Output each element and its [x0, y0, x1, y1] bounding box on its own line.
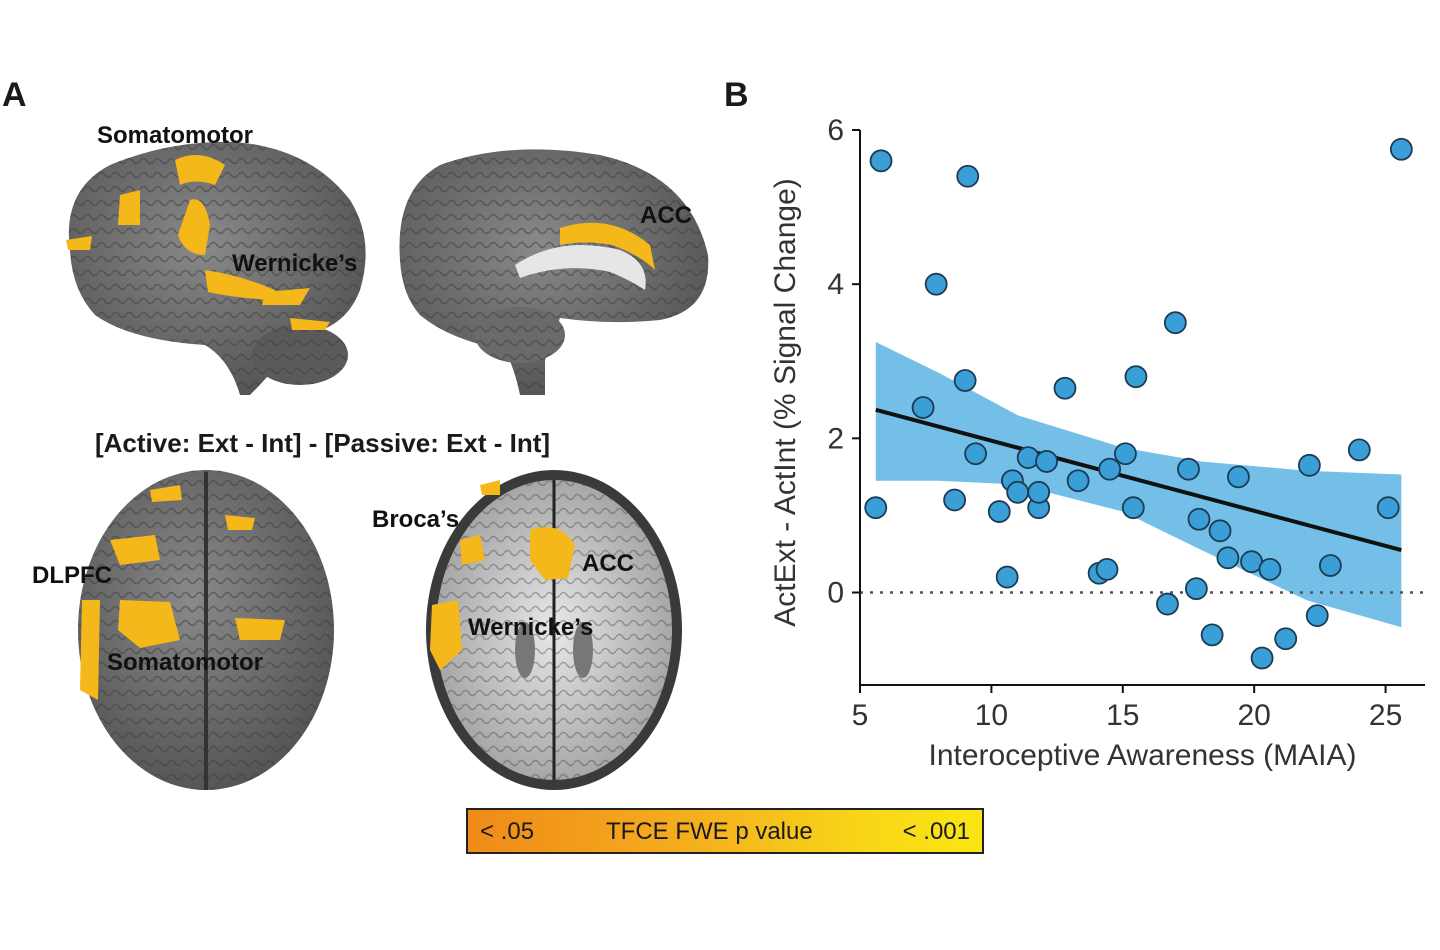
data-point: [869, 149, 893, 173]
scatter-plot: 5 10 15 20 25 0 2 4 6 Interoceptive Awareness (M…: [769, 114, 1425, 772]
data-point: [1156, 592, 1179, 616]
data-point: [1297, 453, 1321, 477]
label-wernicke-bottom: Wernicke’s: [468, 614, 594, 641]
panel-a-letter: A: [2, 76, 27, 114]
label-acc-bottom: ACC: [582, 550, 634, 577]
data-point: [995, 565, 1019, 589]
data-point: [1053, 376, 1077, 400]
regression-line: [875, 407, 1402, 553]
data-point: [1184, 577, 1208, 601]
label-dlpfc: DLPFC: [32, 562, 112, 589]
data-point: [964, 442, 988, 466]
x-tick-label: 15: [1106, 699, 1139, 732]
data-point: [1305, 604, 1329, 628]
label-acc-top: ACC: [640, 202, 692, 229]
pvalue-colorbar: < .05 TFCE FWE p value < .001: [466, 808, 984, 854]
label-broca: Broca’s: [372, 506, 460, 533]
brain-figure: [66, 141, 709, 790]
x-tick-label: 10: [975, 699, 1008, 732]
data-point: [911, 396, 935, 419]
data-point: [1177, 457, 1200, 481]
data-point: [1124, 365, 1148, 389]
label-wernicke-top: Wernicke’s: [232, 250, 358, 277]
data-point: [943, 488, 967, 512]
colorbar-title: TFCE FWE p value: [606, 818, 813, 845]
label-somatomotor-bottom: Somatomotor: [107, 649, 263, 676]
data-point: [953, 369, 977, 392]
colorbar-high-label: < .001: [902, 818, 970, 845]
data-point: [1216, 546, 1240, 570]
data-point: [1274, 627, 1298, 651]
data-point: [1318, 554, 1342, 577]
data-point: [1227, 465, 1250, 489]
x-tick-label: 25: [1369, 699, 1402, 732]
data-point: [1121, 496, 1145, 520]
panel-b-letter: B: [724, 76, 749, 114]
x-axis-label: Interoceptive Awareness (MAIA): [929, 739, 1357, 772]
data-point: [1376, 496, 1400, 520]
brain-medial-view: [399, 149, 709, 395]
data-point: [956, 164, 980, 188]
confidence-band: [875, 341, 1402, 628]
data-point: [1035, 450, 1058, 473]
data-point: [1098, 457, 1122, 481]
y-tick-label: 4: [827, 268, 844, 301]
data-point: [1258, 557, 1282, 581]
data-point: [1114, 442, 1137, 466]
data-point: [1187, 507, 1211, 531]
y-tick-label: 6: [827, 114, 844, 147]
data-point: [1016, 446, 1040, 470]
data-point: [1066, 469, 1090, 493]
x-tick-label: 20: [1237, 699, 1270, 732]
colorbar-low-label: < .05: [480, 818, 535, 845]
y-tick-label: 0: [827, 577, 844, 610]
data-point: [1027, 480, 1051, 504]
data-point: [1250, 646, 1274, 670]
brain-axial-slice: [426, 470, 682, 790]
data-point: [1208, 519, 1232, 543]
label-somatomotor-top: Somatomotor: [97, 122, 253, 149]
y-axis-label: ActExt - ActInt (% Signal Change): [769, 178, 802, 627]
data-point: [1095, 557, 1119, 581]
y-tick-label: 2: [827, 422, 844, 455]
brain-lateral-view: [66, 141, 366, 395]
contrast-title: [Active: Ext - Int] - [Passive: Ext - In…: [95, 428, 551, 458]
data-point: [987, 500, 1011, 523]
data-point: [1200, 623, 1224, 647]
data-point: [1389, 137, 1413, 161]
data-point: [924, 272, 948, 296]
x-tick-label: 5: [852, 699, 869, 732]
data-point: [1163, 311, 1187, 335]
data-point: [1347, 438, 1371, 462]
data-point: [1006, 480, 1030, 504]
data-point: [864, 496, 888, 520]
brain-dorsal-view: [78, 470, 334, 790]
